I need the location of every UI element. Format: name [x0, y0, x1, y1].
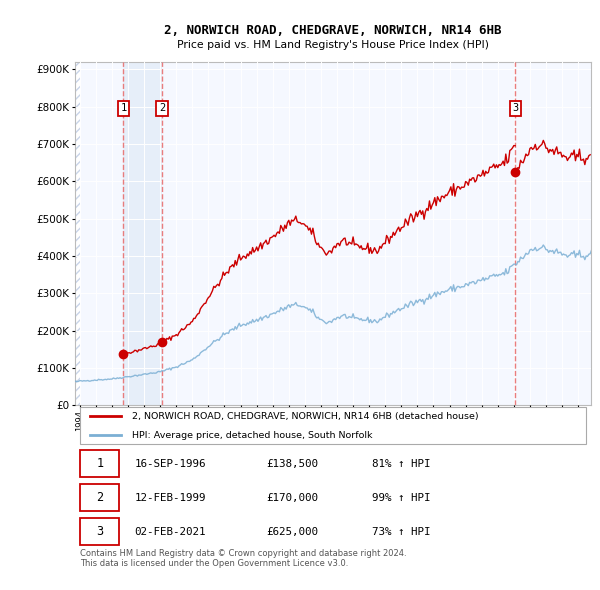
Text: Price paid vs. HM Land Registry's House Price Index (HPI): Price paid vs. HM Land Registry's House …	[177, 40, 489, 50]
Text: 2: 2	[96, 491, 103, 504]
Bar	[124, 62, 162, 405]
Text: 2, NORWICH ROAD, CHEDGRAVE, NORWICH, NR14 6HB (detached house): 2, NORWICH ROAD, CHEDGRAVE, NORWICH, NR1…	[132, 412, 478, 421]
Text: 1: 1	[96, 457, 103, 470]
FancyBboxPatch shape	[80, 450, 119, 477]
FancyBboxPatch shape	[80, 518, 119, 545]
Text: £138,500: £138,500	[266, 458, 318, 468]
Text: 2, NORWICH ROAD, CHEDGRAVE, NORWICH, NR14 6HB: 2, NORWICH ROAD, CHEDGRAVE, NORWICH, NR1…	[164, 24, 502, 37]
Text: 2: 2	[159, 103, 165, 113]
Text: 99% ↑ HPI: 99% ↑ HPI	[372, 493, 430, 503]
Text: £625,000: £625,000	[266, 526, 318, 536]
Text: 12-FEB-1999: 12-FEB-1999	[134, 493, 206, 503]
FancyBboxPatch shape	[80, 484, 119, 511]
Bar	[75, 62, 80, 405]
Text: 02-FEB-2021: 02-FEB-2021	[134, 526, 206, 536]
Text: 3: 3	[96, 525, 103, 538]
Text: Contains HM Land Registry data © Crown copyright and database right 2024.
This d: Contains HM Land Registry data © Crown c…	[80, 549, 407, 568]
Text: 73% ↑ HPI: 73% ↑ HPI	[372, 526, 430, 536]
FancyBboxPatch shape	[80, 407, 586, 444]
Text: 16-SEP-1996: 16-SEP-1996	[134, 458, 206, 468]
Text: 81% ↑ HPI: 81% ↑ HPI	[372, 458, 430, 468]
Text: HPI: Average price, detached house, South Norfolk: HPI: Average price, detached house, Sout…	[132, 431, 372, 440]
Text: 1: 1	[120, 103, 127, 113]
Text: 3: 3	[512, 103, 518, 113]
Text: £170,000: £170,000	[266, 493, 318, 503]
